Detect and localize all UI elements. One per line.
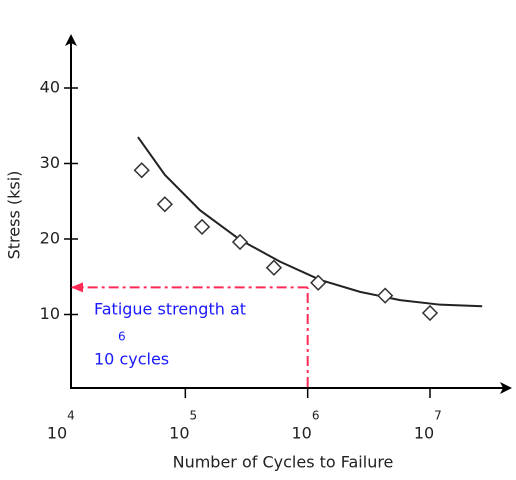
x-tick-sup: 4	[67, 409, 75, 423]
x-tick-label: 10	[169, 424, 189, 443]
data-point	[231, 233, 249, 251]
y-tick-label: 40	[40, 78, 60, 97]
annotation-sup: 6	[118, 330, 126, 344]
y-tick-label: 20	[40, 229, 60, 248]
x-tick-label: 10	[291, 424, 311, 443]
x-tick-sup: 6	[312, 409, 320, 423]
data-point	[193, 218, 211, 236]
data-point	[156, 196, 173, 213]
data-point	[421, 304, 439, 322]
fit-curve	[137, 136, 483, 308]
data-point	[133, 162, 150, 179]
data-point	[310, 274, 327, 291]
x-tick-label: 10	[47, 424, 67, 443]
x-axis-label: Number of Cycles to Failure	[173, 453, 394, 472]
annotation-text: Fatigue strength at	[94, 300, 246, 319]
x-tick-label: 10	[414, 424, 434, 443]
y-tick-label: 30	[40, 153, 60, 172]
y-tick-label: 10	[40, 304, 60, 323]
annotation-text: 10 cycles	[94, 350, 169, 369]
x-tick-sup: 5	[190, 409, 198, 423]
x-tick-sup: 7	[434, 409, 442, 423]
data-point	[377, 287, 394, 304]
y-axis-label: Stress (ksi)	[5, 171, 24, 260]
data-point	[265, 259, 283, 276]
